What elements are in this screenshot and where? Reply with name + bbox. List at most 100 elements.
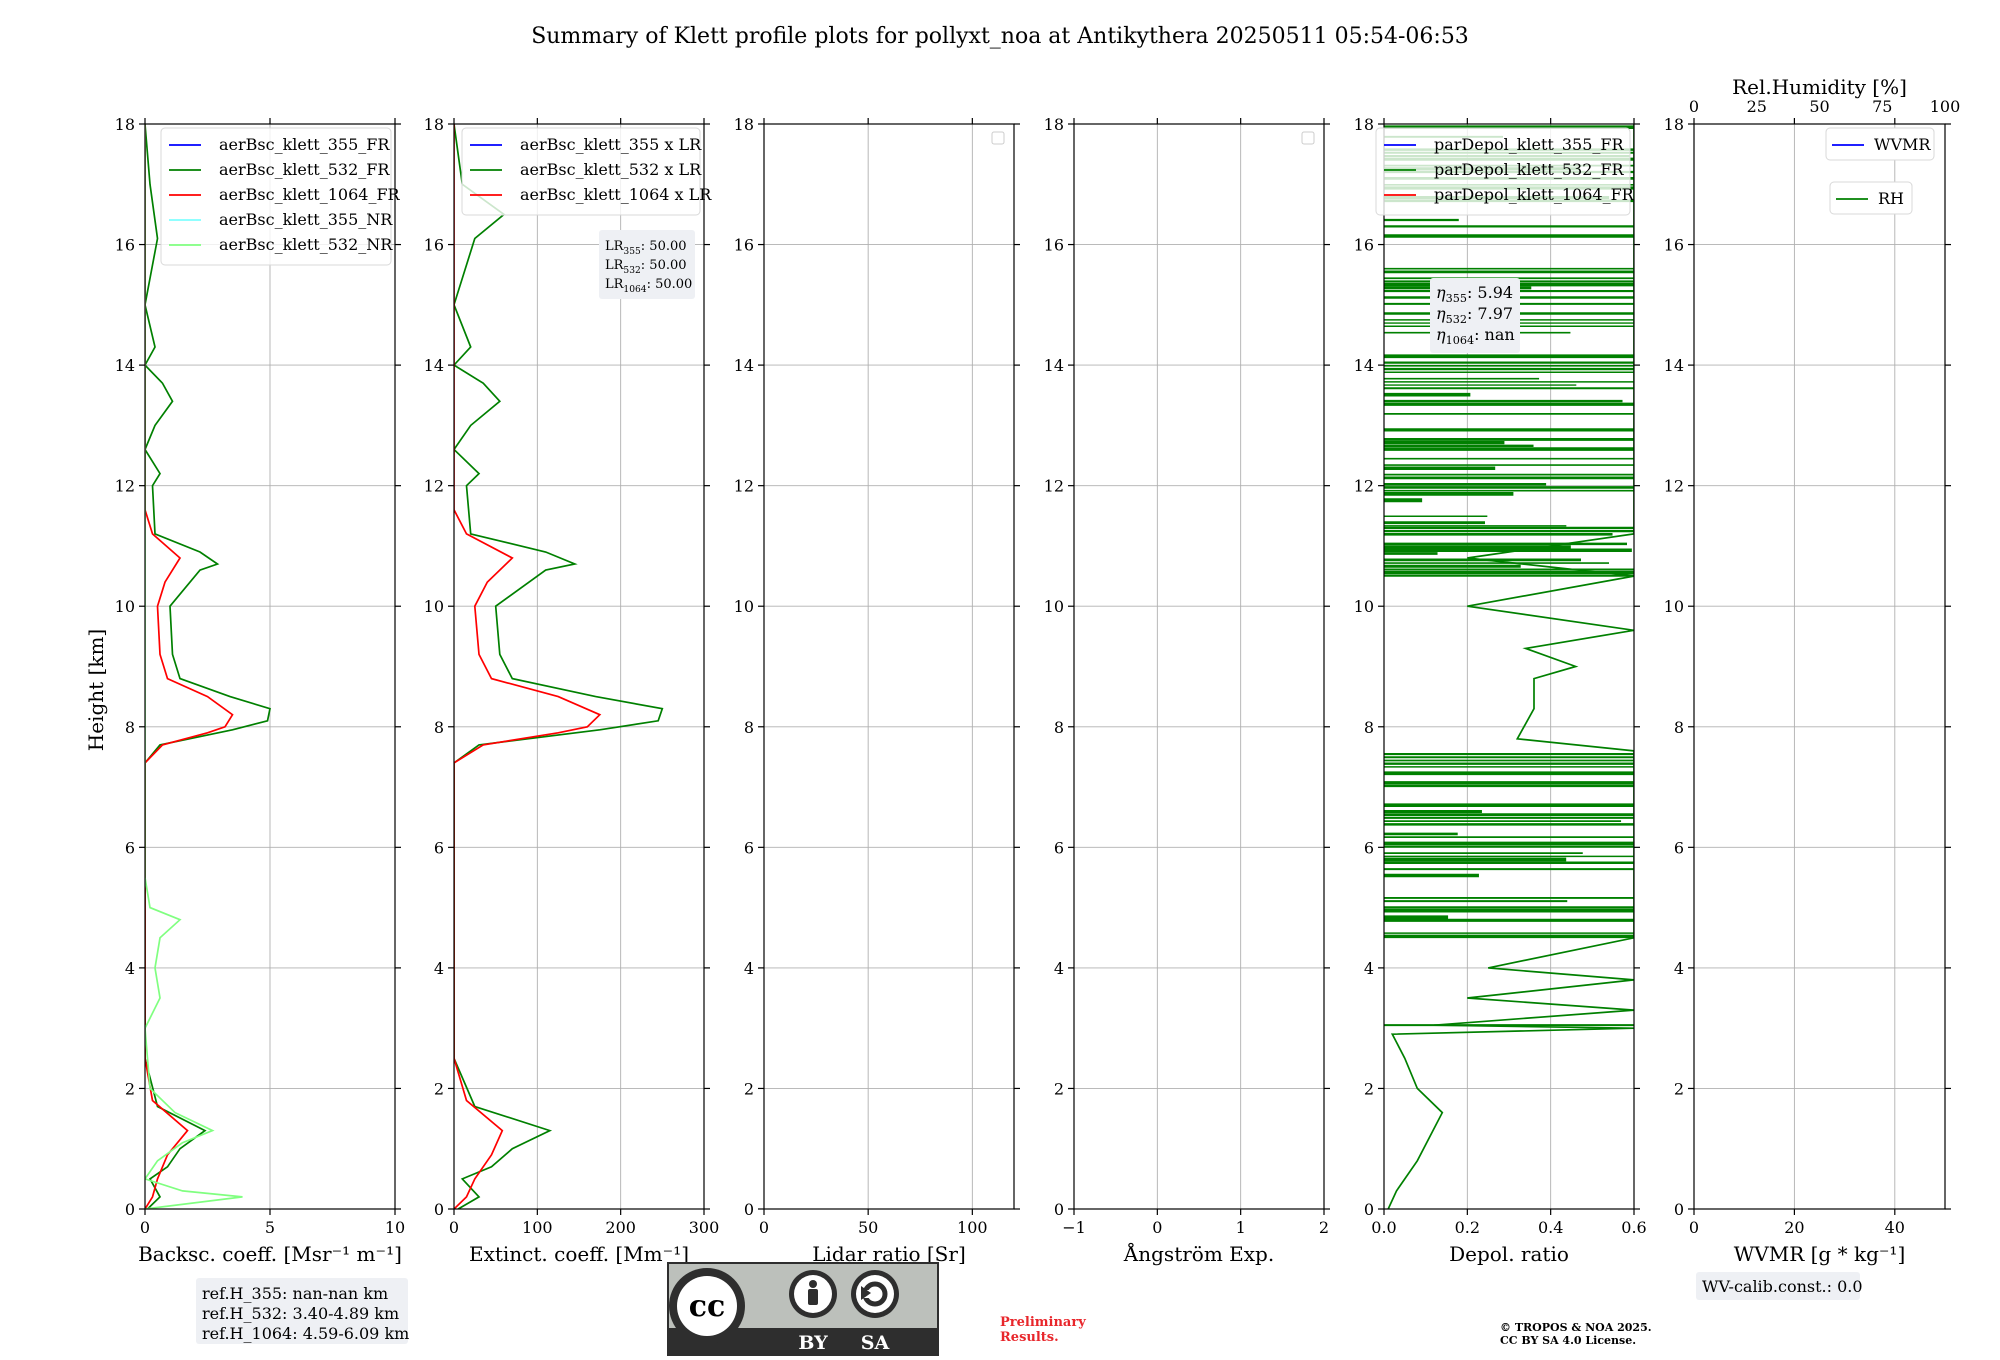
x-axis-label: Ångström Exp. xyxy=(1123,1241,1274,1266)
x-tick-label: 20 xyxy=(1784,1218,1804,1237)
series-aerBsc_klett_532_NR xyxy=(145,124,243,1209)
panel-wv: 0 2 4 6 8 10 12 14 16 18 0 20 40 WVMR [g * kg⁻¹] 0 25 50… xyxy=(1664,75,1961,1266)
cc-by-label: BY xyxy=(798,1332,828,1354)
y-axis-label: Height [km] xyxy=(84,629,108,751)
grid xyxy=(1693,123,1945,1210)
x-tick-label: 40 xyxy=(1885,1218,1905,1237)
y-tick-label: 10 xyxy=(1354,597,1374,616)
x-tick-label: 100 xyxy=(957,1218,988,1237)
legend: aerBsc_klett_355 x LR aerBsc_klett_532 x … xyxy=(461,127,712,216)
y-tick-label: 16 xyxy=(1664,236,1684,255)
y-tick-label: 14 xyxy=(734,356,754,375)
reference-height-line: ref.H_355: nan-nan km xyxy=(202,1284,388,1303)
y-tick-label: 12 xyxy=(424,477,444,496)
copyright-note: CC BY SA 4.0 License. xyxy=(1500,1334,1636,1347)
x-tick-label: 100 xyxy=(522,1218,553,1237)
y-tick-label: 18 xyxy=(1664,115,1684,134)
box-entry: η532: 7.97 xyxy=(1436,304,1513,326)
preliminary-note: Results. xyxy=(1000,1330,1059,1345)
legend-label: aerBsc_klett_355 x LR xyxy=(520,135,702,154)
y-tick-label: 10 xyxy=(1664,597,1684,616)
legend-label: aerBsc_klett_355_FR xyxy=(219,135,390,154)
y-tick-label: 8 xyxy=(434,718,444,737)
x-tick-label: 300 xyxy=(689,1218,720,1237)
box-entry: η355: 5.94 xyxy=(1436,283,1513,305)
axes-frame xyxy=(763,123,1015,1210)
panel-bsc: 0 2 4 6 8 10 12 14 16 18 0 5 10 Backsc. coeff. [Msr⁻¹… xyxy=(115,115,406,1266)
y-tick-label: 16 xyxy=(1354,236,1374,255)
figure-title: Summary of Klett profile plots for polly… xyxy=(531,24,1469,49)
box-entry: η1064: nan xyxy=(1436,325,1515,347)
preliminary-note: Preliminary xyxy=(1000,1315,1086,1330)
rh-axis-label: Rel.Humidity [%] xyxy=(1732,75,1907,99)
rh-tick-label: 100 xyxy=(1930,97,1961,116)
y-tick-label: 6 xyxy=(1054,838,1064,857)
series-aerBsc_klett_532_FR xyxy=(145,124,271,1209)
x-tick-label: 0.2 xyxy=(1455,1218,1480,1237)
series-aerBsc_klett_532 x LR xyxy=(454,124,664,1209)
y-tick-label: 8 xyxy=(1674,718,1684,737)
y-tick-label: 18 xyxy=(115,115,135,134)
axes-frame xyxy=(1693,123,1946,1210)
svg-text:cc: cc xyxy=(689,1289,726,1324)
y-tick-label: 6 xyxy=(1364,838,1374,857)
x-tick-label: 0.6 xyxy=(1621,1218,1646,1237)
y-tick-label: 2 xyxy=(434,1079,444,1098)
axes-frame xyxy=(1073,123,1325,1210)
y-tick-label: 4 xyxy=(125,959,135,978)
legend-label-rh: RH xyxy=(1878,189,1904,208)
box-entry: LR1064: 50.00 xyxy=(605,277,692,295)
legend: aerBsc_klett_355_FR aerBsc_klett_532_FRae… xyxy=(160,127,401,266)
legend-label: parDepol_klett_355_FR xyxy=(1434,135,1625,154)
x-axis-label: WVMR [g * kg⁻¹] xyxy=(1734,1242,1906,1266)
y-tick-label: 12 xyxy=(1664,477,1684,496)
y-tick-label: 18 xyxy=(424,115,444,134)
x-tick-label: 0 xyxy=(1689,1218,1699,1237)
depol-noise xyxy=(1384,125,1634,1027)
y-tick-label: 0 xyxy=(1364,1200,1374,1219)
y-tick-label: 14 xyxy=(424,356,444,375)
y-tick-label: 18 xyxy=(1354,115,1374,134)
y-tick-label: 16 xyxy=(424,236,444,255)
y-tick-label: 0 xyxy=(744,1200,754,1219)
empty-legend xyxy=(1301,131,1315,145)
x-tick-label: 0 xyxy=(140,1218,150,1237)
axes-frame xyxy=(1383,123,1635,1210)
box-entry: LR532: 50.00 xyxy=(605,258,687,276)
wv-calibration-text: WV-calib.const.: 0.0 xyxy=(1702,1277,1863,1296)
series-aerBsc_klett_1064_FR xyxy=(145,124,234,1209)
rh-tick-label: 25 xyxy=(1747,97,1767,116)
box-entry: LR355: 50.00 xyxy=(605,239,687,257)
legend-label: parDepol_klett_1064_FR xyxy=(1434,185,1635,204)
y-tick-label: 10 xyxy=(734,597,754,616)
x-tick-label: 5 xyxy=(265,1218,275,1237)
y-tick-label: 0 xyxy=(1054,1200,1064,1219)
y-tick-label: 6 xyxy=(744,838,754,857)
reference-height-line: ref.H_1064: 4.59-6.09 km xyxy=(202,1324,409,1343)
y-tick-label: 4 xyxy=(1054,959,1064,978)
y-tick-label: 4 xyxy=(1364,959,1374,978)
y-tick-label: 10 xyxy=(1044,597,1064,616)
y-tick-label: 8 xyxy=(744,718,754,737)
rh-tick-label: 75 xyxy=(1872,97,1892,116)
legend-label: aerBsc_klett_1064_FR xyxy=(219,185,401,204)
x-axis-label: Depol. ratio xyxy=(1449,1242,1569,1266)
x-tick-label: 2 xyxy=(1319,1218,1329,1237)
y-tick-label: 18 xyxy=(1044,115,1064,134)
y-tick-label: 8 xyxy=(1054,718,1064,737)
y-tick-label: 14 xyxy=(1354,356,1374,375)
y-tick-label: 12 xyxy=(734,477,754,496)
y-tick-label: 0 xyxy=(1674,1200,1684,1219)
grid xyxy=(1073,123,1325,1210)
x-axis-label: Backsc. coeff. [Msr⁻¹ m⁻¹] xyxy=(138,1242,402,1266)
x-tick-label: 0 xyxy=(449,1218,459,1237)
legend-label-wvmr: WVMR xyxy=(1874,135,1931,154)
y-tick-label: 8 xyxy=(125,718,135,737)
y-tick-label: 4 xyxy=(744,959,754,978)
